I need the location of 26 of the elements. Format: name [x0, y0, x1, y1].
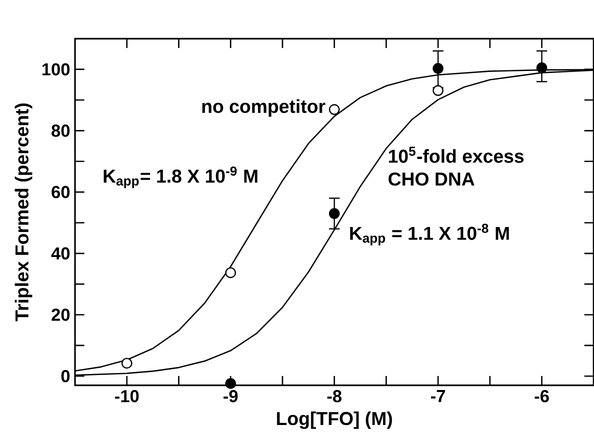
y-axis-title: Triplex Formed (percent) [14, 104, 32, 322]
point [225, 267, 236, 278]
annotation: K$_{app}$ = 1.1 X 10$^{-8}$ M [350, 224, 509, 246]
annotation: 10$^{5}$-fold excess [388, 146, 524, 163]
x-tick-label: -10 [115, 390, 139, 402]
point [121, 358, 132, 369]
x-tick-label: -7 [431, 390, 446, 402]
y-tick-label: 80 [52, 124, 70, 137]
point [225, 378, 236, 389]
x-tick-label: -6 [534, 390, 549, 402]
x-tick-label: -8 [327, 390, 342, 402]
y-tick-label: 40 [51, 247, 70, 260]
point [536, 62, 548, 74]
point [328, 104, 340, 115]
x-axis-title: Log[TFO] (M) [277, 411, 392, 429]
y-tick-label: 100 [42, 63, 70, 76]
annotation: no competitor [202, 99, 326, 117]
point [432, 85, 444, 96]
x-tick-label: -9 [224, 390, 238, 402]
annotation: CHO DNA [388, 172, 474, 186]
point [432, 63, 444, 74]
y-tick-label: 60 [52, 186, 70, 198]
y-tick-label: 20 [52, 308, 70, 321]
y-tick-label: 0 [61, 370, 70, 382]
point [328, 208, 340, 219]
annotation: K$_{app}$= 1.8 X 10$^{-9}$ M [104, 166, 258, 188]
